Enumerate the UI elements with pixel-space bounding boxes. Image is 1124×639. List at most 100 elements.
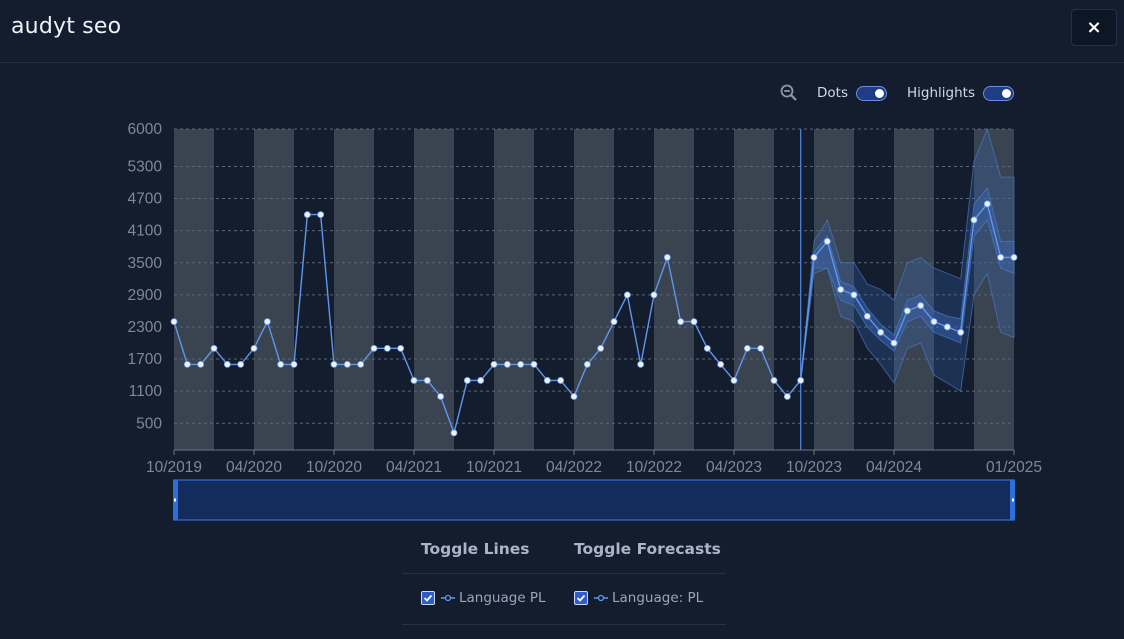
- data-point: [263, 318, 271, 326]
- data-point: [423, 377, 431, 384]
- data-point: [330, 360, 338, 368]
- y-tick-label: 5300: [128, 158, 163, 175]
- legend-divider: [402, 573, 726, 574]
- x-tick-label: 04/2022: [546, 459, 602, 476]
- dots-label: Dots: [817, 85, 849, 101]
- forecast-checkbox[interactable]: [574, 591, 588, 605]
- data-point: [650, 291, 658, 299]
- data-point: [703, 344, 711, 352]
- forecast-item-label: Language: PL: [612, 590, 704, 606]
- highlight-band: [414, 129, 454, 450]
- forecast-point: [997, 253, 1005, 261]
- forecast-point: [930, 318, 938, 326]
- forecast-point: [823, 237, 831, 245]
- data-point: [197, 360, 205, 368]
- data-point: [543, 377, 551, 384]
- highlight-band: [334, 129, 374, 450]
- navigator-right-grip[interactable]: [1012, 498, 1014, 502]
- data-point: [450, 429, 458, 437]
- check-icon: [423, 594, 433, 602]
- data-point: [797, 377, 805, 384]
- forecast-point: [863, 312, 871, 320]
- y-tick-label: 4700: [128, 191, 163, 208]
- data-point: [517, 360, 525, 368]
- y-tick-label: 1100: [129, 383, 163, 400]
- x-tick-label: 10/2020: [306, 459, 362, 476]
- chart-controls: Dots Highlights: [779, 82, 1014, 104]
- range-navigator[interactable]: [173, 479, 1015, 521]
- data-point: [237, 360, 245, 368]
- highlight-band: [734, 129, 774, 450]
- y-tick-label: 6000: [128, 121, 163, 138]
- data-point: [303, 211, 311, 219]
- data-point: [770, 377, 778, 384]
- data-point: [290, 360, 298, 368]
- line-checkbox[interactable]: [421, 591, 435, 605]
- data-point: [250, 344, 258, 352]
- legend-item-language-pl[interactable]: Language PL: [421, 590, 546, 606]
- data-point: [437, 393, 445, 400]
- zoom-out-icon[interactable]: [779, 83, 799, 103]
- forecast-point: [850, 291, 858, 299]
- line-marker-icon: [441, 594, 455, 602]
- data-point: [477, 377, 485, 384]
- data-point: [317, 211, 325, 219]
- data-point: [183, 360, 191, 368]
- highlight-band: [974, 129, 1014, 450]
- data-point: [730, 377, 738, 384]
- data-point: [277, 360, 285, 368]
- data-point: [570, 393, 578, 400]
- x-tick-label: 10/2023: [786, 459, 842, 476]
- toggle-knob: [1002, 88, 1011, 98]
- line-item-label: Language PL: [459, 590, 546, 606]
- data-point: [170, 318, 178, 326]
- data-point: [743, 344, 751, 352]
- dots-toggle[interactable]: [856, 85, 888, 101]
- close-button[interactable]: ×: [1071, 9, 1117, 46]
- highlights-toggle[interactable]: [983, 85, 1014, 101]
- modal-header: audyt seo ×: [0, 0, 1124, 63]
- highlight-band: [814, 129, 854, 450]
- forecast-point: [917, 302, 925, 309]
- data-point: [223, 360, 231, 368]
- y-tick-label: 1700: [128, 351, 163, 368]
- navigator-left-grip[interactable]: [174, 498, 176, 502]
- data-point: [490, 360, 498, 368]
- forecast-point: [890, 339, 898, 347]
- forecast-point: [983, 200, 991, 208]
- data-point: [410, 377, 418, 384]
- legend-item-forecast-language-pl[interactable]: Language: PL: [574, 590, 703, 606]
- forecast-point: [957, 328, 965, 336]
- y-tick-label: 2900: [128, 287, 163, 304]
- y-tick-label: 2300: [128, 319, 163, 336]
- highlights-label: Highlights: [907, 85, 975, 101]
- line-marker-icon: [594, 594, 608, 602]
- y-tick-label: 500: [136, 415, 162, 432]
- x-tick-label: 10/2019: [146, 459, 202, 476]
- x-tick-label: 04/2023: [706, 459, 762, 476]
- data-point: [677, 318, 685, 326]
- close-icon: ×: [1086, 17, 1102, 38]
- highlight-band: [494, 129, 534, 450]
- data-point: [357, 360, 365, 368]
- y-tick-label: 4100: [128, 223, 163, 240]
- line-chart: 6000 5300 4700 4100 3500 2900 2300 1700 1100 500 1…: [128, 121, 1042, 521]
- x-tick-label: 10/2022: [626, 459, 682, 476]
- data-point: [397, 344, 405, 352]
- x-tick-label: 04/2024: [866, 459, 922, 476]
- highlight-band: [254, 129, 294, 450]
- toggle-forecasts-heading: Toggle Forecasts: [574, 540, 721, 558]
- data-point: [463, 377, 471, 384]
- data-point: [663, 253, 671, 261]
- forecast-point: [810, 253, 818, 261]
- data-point: [690, 318, 698, 326]
- data-point: [530, 360, 538, 368]
- data-point: [637, 360, 645, 368]
- highlight-band: [894, 129, 934, 450]
- forecast-point: [903, 307, 911, 315]
- legend: Toggle Lines Toggle Forecasts Language P…: [402, 530, 726, 626]
- data-point: [597, 344, 605, 352]
- data-point: [370, 344, 378, 352]
- legend-divider: [402, 624, 726, 625]
- data-point: [557, 377, 565, 384]
